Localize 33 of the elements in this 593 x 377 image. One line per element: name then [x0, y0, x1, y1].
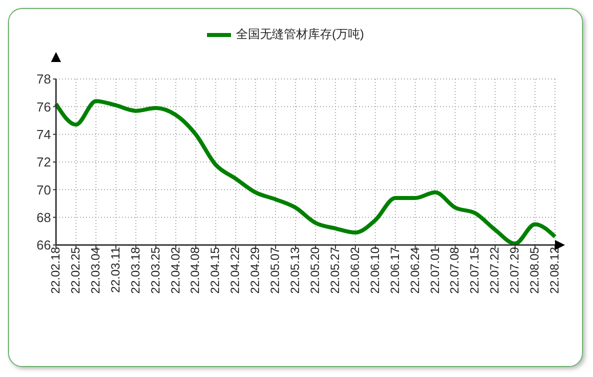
- x-tick-label: 22.05.20: [308, 246, 322, 294]
- y-tick-label: 76: [36, 99, 51, 114]
- x-tick-label: 22.07.01: [428, 246, 442, 294]
- x-tick-label: 22.07.08: [448, 246, 462, 294]
- x-tick-label: 22.03.11: [108, 246, 122, 293]
- x-tick-label: 22.08.05: [528, 246, 542, 294]
- x-tick-label: 22.03.25: [148, 246, 162, 294]
- x-tick-label: 22.02.25: [68, 246, 82, 294]
- y-tick-label: 78: [36, 72, 51, 87]
- x-tick-label: 22.03.18: [128, 246, 142, 294]
- x-tick-label: 22.04.15: [208, 246, 222, 294]
- y-tick-label: 66: [36, 238, 51, 253]
- x-tick-label: 22.05.07: [268, 246, 282, 294]
- x-tick-label: 22.06.02: [348, 246, 362, 294]
- y-tick-label: 74: [36, 126, 51, 142]
- x-tick-label: 22.06.10: [368, 246, 382, 294]
- x-tick-label: 22.05.13: [288, 246, 302, 294]
- x-tick-label: 22.07.22: [488, 246, 502, 294]
- x-tick-label: 22.06.17: [388, 246, 402, 294]
- legend-label: 全国无缝管材库存(万吨): [236, 26, 364, 43]
- x-tick-label: 22.04.02: [168, 246, 182, 294]
- x-tick-label: 22.08.12: [548, 246, 562, 294]
- x-tick-label: 22.04.22: [228, 246, 242, 294]
- x-tick-label: 22.07.15: [468, 246, 482, 294]
- x-tick-label: 22.07.29: [508, 246, 522, 294]
- y-tick-label: 70: [36, 182, 51, 198]
- y-tick-label: 72: [36, 154, 51, 170]
- x-tick-label: 22.06.24: [408, 246, 422, 294]
- x-tick-label: 22.04.08: [188, 246, 202, 294]
- x-tick-label: 22.04.29: [248, 246, 262, 294]
- x-tick-label: 22.05.27: [328, 246, 342, 294]
- x-tick-label: 22.03.04: [88, 246, 102, 294]
- y-tick-label: 68: [36, 210, 51, 225]
